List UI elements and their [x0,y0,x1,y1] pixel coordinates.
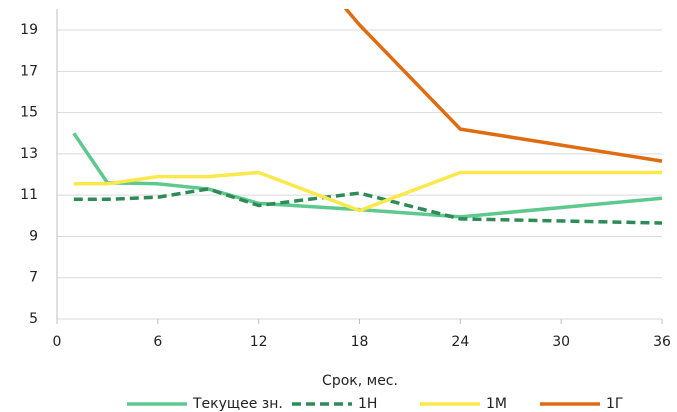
legend-label: 1М [486,396,507,412]
y-tick-label: 15 [20,105,38,121]
y-tick-label: 5 [29,311,38,327]
y-tick-label: 19 [20,22,38,38]
y-tick-label: 17 [20,63,38,79]
series-line [73,187,663,225]
x-axis-title: Срок, мес. [322,373,398,389]
x-tick-label: 36 [653,334,671,350]
x-tick-label: 24 [451,334,469,350]
series-line [343,9,663,163]
x-tick-label: 18 [351,334,369,350]
x-tick-label: 6 [153,334,162,350]
y-tick-label: 13 [20,146,38,162]
legend-label: 1Г [606,396,623,412]
y-tick-label: 7 [29,270,38,286]
y-tick-label: 11 [20,187,38,203]
plot-area [72,9,663,225]
x-tick-label: 30 [552,334,570,350]
legend-label: 1Н [358,396,377,412]
y-tick-label: 9 [29,228,38,244]
x-tick-label: 12 [250,334,268,350]
x-tick-label: 0 [53,334,62,350]
legend-label: Текущее зн. [192,396,283,412]
series-line [73,170,662,213]
